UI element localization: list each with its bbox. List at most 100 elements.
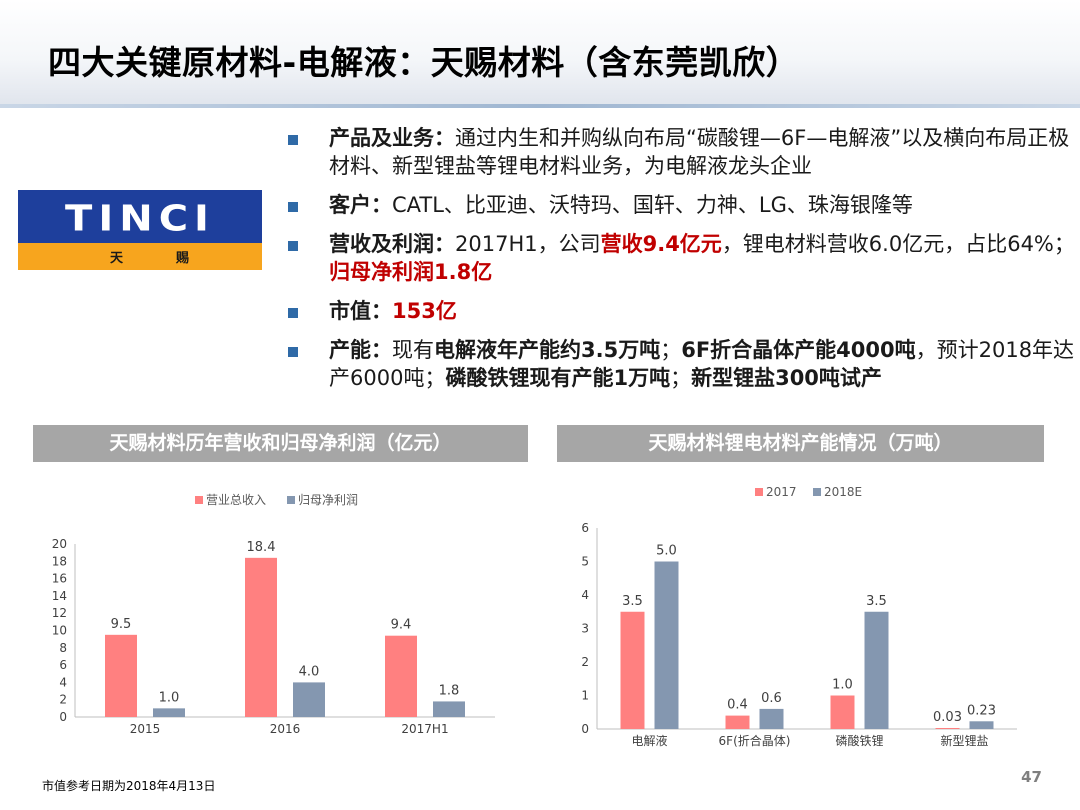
y-tick-label: 4: [581, 588, 589, 602]
bar: [725, 715, 750, 729]
bar: [433, 701, 465, 717]
bullet-product: 产品及业务：通过内生和并购纵向布局“碳酸锂—6F—电解液”以及横向布局正极材料、…: [286, 124, 1076, 180]
legend-swatch: [813, 488, 821, 496]
y-tick-label: 20: [52, 537, 67, 551]
bar: [105, 634, 137, 717]
page-number: 47: [1021, 768, 1042, 786]
x-tick-label: 磷酸铁锂: [835, 733, 883, 748]
y-tick-label: 6: [59, 658, 67, 672]
bar: [385, 635, 417, 717]
data-label: 5.0: [656, 544, 677, 559]
bar: [620, 611, 645, 729]
bullet-list: 产品及业务：通过内生和并购纵向布局“碳酸锂—6F—电解液”以及横向布局正极材料、…: [286, 124, 1076, 403]
x-tick-label: 2017H1: [401, 722, 448, 736]
legend-swatch: [287, 496, 295, 504]
bullet-label: 产能：: [329, 338, 392, 362]
footnote: 市值参考日期为2018年4月13日: [42, 779, 216, 793]
capacity-chart: 2017 2018E 0 1 2 3 4 5 6 3.5 5.0 电解液 0.4 0.6 6F(折合晶体) 1…: [581, 485, 1017, 748]
x-tick-label: 2016: [270, 722, 301, 736]
bullet-revenue: 营收及利润：2017H1，公司营收9.4亿元，锂电材料营收6.0亿元，占比64%…: [286, 230, 1076, 286]
y-tick-label: 12: [52, 606, 67, 620]
data-label: 1.0: [832, 678, 853, 693]
y-tick-label: 5: [581, 555, 589, 569]
bullet-bold-text: 新型锂盐300吨试产: [691, 366, 882, 390]
bullet-label: 市值：: [329, 299, 392, 323]
y-tick-label: 14: [52, 589, 67, 603]
highlight-revenue: 营收9.4亿元: [600, 232, 722, 256]
data-label: 18.4: [247, 540, 276, 555]
bullet-text: ；: [660, 338, 682, 362]
legend-label: 2018E: [824, 485, 862, 499]
bullet-text: ；: [670, 366, 692, 390]
legend-swatch: [195, 496, 203, 504]
bullet-bold-text: 电解液年产能约3.5万吨: [434, 338, 661, 362]
x-tick-label: 6F(折合晶体): [719, 733, 791, 748]
data-label: 9.4: [391, 618, 412, 633]
y-tick-label: 3: [581, 622, 589, 636]
bullet-label: 产品及业务：: [329, 126, 455, 150]
y-tick-label: 6: [581, 521, 589, 535]
bullet-square-icon: [288, 202, 298, 212]
header-divider: [0, 104, 1080, 108]
x-tick-label: 2015: [130, 722, 161, 736]
bar: [245, 557, 277, 717]
y-tick-label: 0: [581, 722, 589, 736]
y-tick-label: 4: [59, 675, 67, 689]
left-chart-header: 天赐材料历年营收和归母净利润（亿元）: [33, 425, 528, 462]
y-tick-label: 8: [59, 641, 67, 655]
bullet-text: ，预计2018年达产6000吨；: [329, 338, 1075, 390]
bullet-square-icon: [288, 241, 298, 251]
data-label: 0.6: [761, 691, 782, 706]
bar: [830, 695, 855, 729]
bullet-square-icon: [288, 135, 298, 145]
data-label: 3.5: [866, 594, 887, 609]
bar: [153, 708, 185, 717]
bullet-square-icon: [288, 347, 298, 357]
legend-swatch: [755, 488, 763, 496]
x-tick-label: 新型锂盐: [940, 733, 988, 748]
header-band: [0, 0, 1080, 108]
y-tick-label: 0: [59, 710, 67, 724]
highlight-market-cap: 153亿: [392, 299, 457, 323]
y-tick-label: 16: [52, 572, 67, 586]
y-tick-label: 2: [59, 693, 67, 707]
bar: [759, 708, 784, 729]
data-label: 1.8: [439, 683, 460, 698]
bar: [969, 721, 994, 729]
revenue-profit-chart: 营业总收入 归母净利润 0 2 4 6 8 10 12 14 16 18 20 9.5 1.0 2015 18.…: [52, 493, 495, 736]
bullet-bold-text: 磷酸铁锂现有产能1万吨: [445, 366, 671, 390]
x-tick-label: 电解液: [631, 733, 667, 748]
logo-blue-band: [18, 190, 262, 243]
tinci-logo: TINCI 天 赐: [18, 190, 262, 270]
bullet-text: CATL、比亚迪、沃特玛、国轩、力神、LG、珠海银隆等: [392, 193, 913, 217]
data-label: 1.0: [159, 690, 180, 705]
bullet-capacity: 产能：现有电解液年产能约3.5万吨；6F折合晶体产能4000吨，预计2018年达…: [286, 336, 1076, 392]
highlight-profit: 归母净利润1.8亿: [329, 260, 493, 284]
bullet-square-icon: [288, 308, 298, 318]
bullet-text: 现有: [392, 338, 434, 362]
y-tick-label: 10: [52, 624, 67, 638]
y-tick-label: 18: [52, 554, 67, 568]
bullet-text: ，锂电材料营收6.0亿元，占比64%；: [721, 232, 1075, 256]
legend-label: 归母净利润: [298, 493, 358, 507]
logo-orange-band: 天 赐: [18, 243, 262, 270]
bullet-market-cap: 市值：153亿: [286, 297, 1076, 325]
data-label: 0.4: [727, 698, 748, 713]
bar: [935, 727, 960, 729]
data-label: 0.03: [933, 710, 962, 725]
y-tick-label: 1: [581, 689, 589, 703]
data-label: 4.0: [299, 664, 320, 679]
data-label: 9.5: [111, 617, 132, 632]
logo-wordmark: TINCI: [65, 198, 215, 240]
bullet-text: 通过内生和并购纵向布局“碳酸锂—6F—电解液”以及横向布局正极材料、新型锂盐等锂…: [329, 126, 1070, 178]
logo-cn-left: 天: [110, 251, 124, 266]
y-tick-label: 2: [581, 655, 589, 669]
legend-label: 2017: [766, 485, 797, 499]
bar: [864, 611, 889, 729]
data-label: 0.23: [967, 703, 996, 718]
right-chart-header: 天赐材料锂电材料产能情况（万吨）: [557, 425, 1044, 462]
bar: [293, 682, 325, 717]
legend-label: 营业总收入: [206, 493, 266, 507]
bar: [654, 561, 679, 729]
bullet-bold-text: 6F折合晶体产能4000吨: [681, 338, 916, 362]
